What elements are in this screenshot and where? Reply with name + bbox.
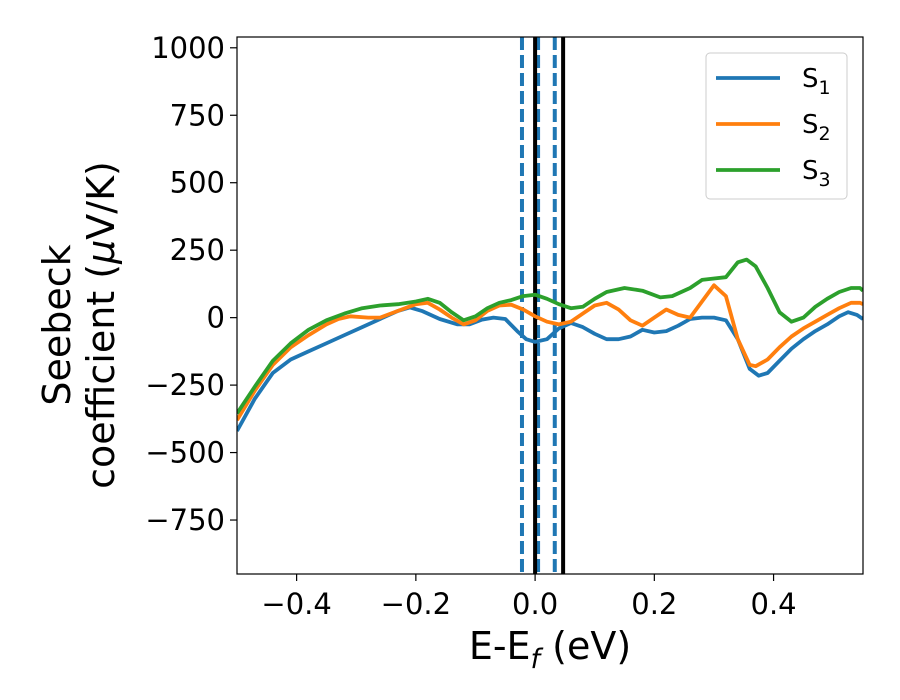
legend-label-s1: S1 (802, 64, 831, 99)
x-axis-title-unit: (eV) (540, 624, 631, 668)
y-tick-label: 750 (170, 98, 225, 132)
legend: S1 S2 S3 (705, 52, 848, 200)
x-tick-label: −0.4 (261, 587, 331, 621)
y-tick-label: 500 (170, 166, 225, 200)
y-axis-title: Seebeck coefficient (μV/K) (35, 161, 123, 489)
series-lines (237, 257, 863, 432)
y-tick-label: −500 (145, 436, 225, 470)
series-line-s1 (237, 305, 863, 432)
legend-label-s2: S2 (802, 110, 831, 145)
y-axis-title-line1: Seebeck (35, 244, 79, 405)
legend-label-s3: S3 (802, 156, 831, 191)
plot-frame (236, 36, 864, 575)
y-axis-title-mu: μ (79, 240, 123, 265)
x-axis: −0.4 −0.2 0.0 0.2 0.4 (261, 574, 797, 621)
x-tick-label: 0.4 (751, 587, 797, 621)
x-tick-label: −0.2 (381, 587, 451, 621)
legend-box (705, 52, 848, 200)
y-tick-label: −250 (145, 368, 225, 402)
x-tick-label: 0.2 (631, 587, 677, 621)
y-tick-label: 1000 (151, 31, 225, 65)
y-axis-title-pre: coefficient ( (79, 264, 123, 489)
x-axis-title-main: E-E (469, 624, 531, 668)
y-tick-label: −750 (145, 503, 225, 537)
series-line-s2 (237, 283, 863, 422)
reference-lines (519, 37, 566, 574)
y-tick-label: 0 (207, 301, 225, 335)
y-axis-title-post: V/K) (79, 161, 123, 240)
x-tick-label: 0.0 (512, 587, 558, 621)
y-axis-title-line2: coefficient (μV/K) (79, 161, 123, 489)
y-axis: 1000 750 500 250 0 −250 −500 −750 (145, 31, 237, 537)
series-line-s3 (237, 257, 863, 415)
y-tick-label: 250 (170, 233, 225, 267)
x-axis-title: E-Ef (eV) (469, 624, 631, 675)
